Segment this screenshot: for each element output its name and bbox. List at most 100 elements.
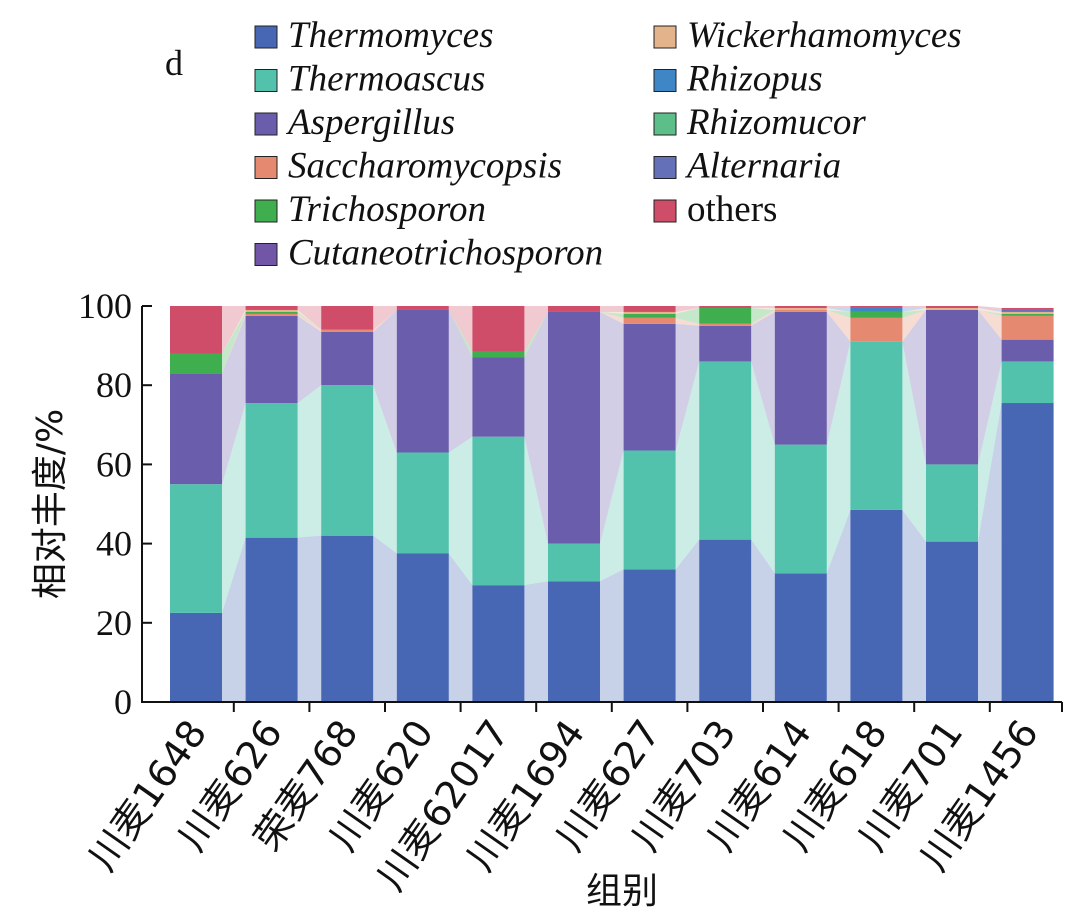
legend-label-thermoascus: Thermoascus xyxy=(288,59,485,100)
bar-trichosporon-11 xyxy=(1001,313,1054,316)
bar-thermomyces-6 xyxy=(623,569,676,702)
bar-thermomyces-10 xyxy=(926,541,978,702)
bar-aspergillus-3 xyxy=(396,309,449,453)
flow-wickerhamomyces-10 xyxy=(978,307,1002,314)
x-axis-title: 组别 xyxy=(586,871,658,912)
flow-saccharomycopsis-8 xyxy=(826,309,851,342)
bar-others-3 xyxy=(396,306,449,310)
flow-trichosporon-1 xyxy=(297,311,322,330)
bar-saccharomycopsis-2 xyxy=(321,329,374,332)
flow-thermomyces-2 xyxy=(373,535,397,702)
bar-trichosporon-0 xyxy=(170,353,222,374)
flow-aspergillus-1 xyxy=(297,315,322,404)
legend-swatch-trichosporon xyxy=(254,199,278,223)
bar-wickerhamomyces-8 xyxy=(774,307,827,310)
flow-thermoascus-6 xyxy=(675,361,700,570)
legend-label-wickerhamomyces: Wickerhamomyces xyxy=(687,15,962,56)
flow-aspergillus-3 xyxy=(448,309,473,453)
panel-label: d xyxy=(165,43,183,83)
bar-thermoascus-9 xyxy=(850,341,903,510)
bar-rhizopus-9 xyxy=(850,307,903,312)
y-axis-title: 相对丰度/% xyxy=(30,409,71,599)
flow-thermomyces-3 xyxy=(448,553,473,702)
bar-others-4 xyxy=(472,306,525,352)
flow-aspergillus-8 xyxy=(826,311,851,445)
bar-aspergillus-6 xyxy=(623,323,676,451)
flow-saccharomycopsis-1 xyxy=(297,313,322,332)
legend-swatch-aspergillus xyxy=(254,112,278,136)
legend-label-rhizomucor: Rhizomucor xyxy=(686,102,866,143)
flow-thermomyces-10 xyxy=(978,403,1002,702)
legend-swatch-others xyxy=(653,199,677,223)
legend-label-others: others xyxy=(687,189,777,230)
bar-others-8 xyxy=(774,306,827,308)
flow-wickerhamomyces-6 xyxy=(675,307,700,314)
bar-aspergillus-5 xyxy=(548,311,600,544)
bar-aspergillus-4 xyxy=(472,357,525,437)
bar-others-9 xyxy=(850,306,903,308)
flow-saccharomycopsis-7 xyxy=(751,309,775,326)
bar-wickerhamomyces-6 xyxy=(623,311,676,314)
legend-swatch-rhizopus xyxy=(653,69,677,92)
bar-aspergillus-1 xyxy=(245,315,298,404)
flow-others-5 xyxy=(600,306,624,312)
flow-wickerhamomyces-9 xyxy=(902,307,926,312)
legend-label-trichosporon: Trichosporon xyxy=(288,189,486,230)
flow-wickerhamomyces-7 xyxy=(751,307,775,310)
bar-thermoascus-1 xyxy=(245,403,298,538)
legend-label-alternaria: Alternaria xyxy=(684,146,841,187)
bar-others-6 xyxy=(623,306,676,312)
flow-wickerhamomyces-1 xyxy=(297,309,322,330)
bar-thermoascus-10 xyxy=(926,464,978,542)
bar-thermoascus-4 xyxy=(472,436,525,586)
legend-swatch-cutaneotrichosporon xyxy=(254,243,278,266)
legend-swatch-saccharomycopsis xyxy=(254,156,278,179)
bar-thermomyces-9 xyxy=(850,509,903,702)
flow-thermoascus-0 xyxy=(222,403,246,613)
bar-aspergillus-0 xyxy=(170,373,222,485)
flow-saccharomycopsis-9 xyxy=(902,309,926,342)
flow-others-3 xyxy=(448,306,473,352)
bar-thermoascus-11 xyxy=(1001,361,1054,404)
flow-thermomyces-9 xyxy=(902,509,926,702)
flow-others-8 xyxy=(826,306,851,308)
flow-saccharomycopsis-5 xyxy=(600,311,624,324)
bar-thermomyces-3 xyxy=(396,553,449,702)
bar-trichosporon-4 xyxy=(472,351,525,358)
flow-others-4 xyxy=(524,306,548,352)
bar-others-7 xyxy=(699,306,752,308)
legend: ThermomycesThermoascusAspergillusSacchar… xyxy=(254,15,962,274)
flow-wickerhamomyces-0 xyxy=(222,309,246,354)
flow-thermomyces-4 xyxy=(524,581,548,702)
flow-thermoascus-4 xyxy=(524,436,548,586)
flow-thermoascus-8 xyxy=(826,341,851,574)
flow-saccharomycopsis-0 xyxy=(222,313,246,374)
flow-thermomyces-6 xyxy=(675,539,700,702)
bar-thermoascus-0 xyxy=(170,484,222,613)
legend-swatch-wickerhamomyces xyxy=(653,25,677,49)
flow-saccharomycopsis-2 xyxy=(373,309,397,332)
bar-saccharomycopsis-6 xyxy=(623,317,676,324)
bar-thermoascus-8 xyxy=(774,444,827,574)
flow-alternaria-10 xyxy=(978,307,1002,312)
legend-label-saccharomycopsis: Saccharomycopsis xyxy=(288,146,562,187)
flow-saccharomycopsis-6 xyxy=(675,317,700,326)
bar-thermomyces-5 xyxy=(548,581,600,702)
flow-thermoascus-7 xyxy=(751,361,775,574)
bar-thermoascus-7 xyxy=(699,361,752,540)
flow-others-10 xyxy=(978,306,1002,310)
flow-trichosporon-3 xyxy=(448,309,473,358)
bar-others-2 xyxy=(321,306,374,330)
bar-saccharomycopsis-11 xyxy=(1001,315,1054,340)
flow-trichosporon-9 xyxy=(902,309,926,318)
bar-aspergillus-7 xyxy=(699,325,752,362)
flow-aspergillus-9 xyxy=(902,309,926,465)
flow-others-2 xyxy=(373,306,397,330)
bar-thermoascus-2 xyxy=(321,385,374,536)
bar-alternaria-11 xyxy=(1001,309,1054,312)
flow-trichosporon-8 xyxy=(826,309,851,318)
bar-others-0 xyxy=(170,306,222,354)
bar-saccharomycopsis-1 xyxy=(245,313,298,316)
bar-wickerhamomyces-11 xyxy=(1001,311,1054,314)
